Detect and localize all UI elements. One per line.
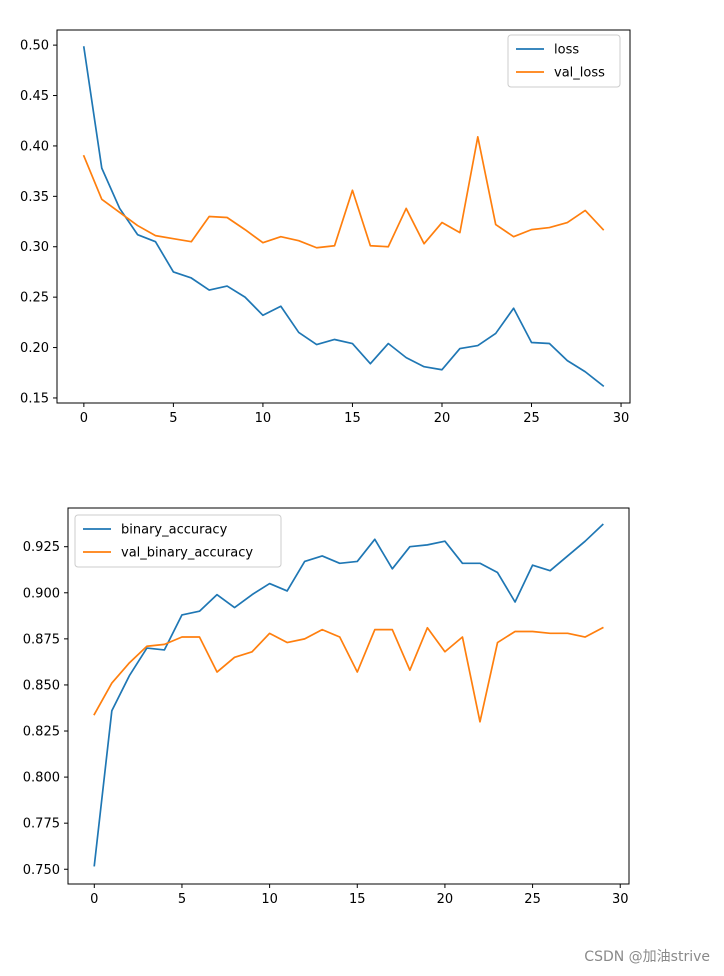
axes-frame: [56, 29, 631, 404]
legend-label-loss: loss: [554, 43, 579, 58]
y-tick-label: 0.20: [20, 341, 49, 356]
chart-2: 0 5 10 15 20 25 30 0.750 0.775 0.800 0.825 0.850 0.8…: [23, 507, 630, 907]
x-tick-label: 25: [523, 411, 540, 426]
legend-label-binary-accuracy: binary_accuracy: [121, 523, 228, 538]
y-tick-label: 0.15: [20, 391, 49, 406]
series-line-val-loss: [82, 136, 605, 249]
x-tick-label: 10: [261, 892, 278, 907]
legend-label-val-binary-accuracy: val_binary_accuracy: [121, 546, 253, 561]
chart-1: 0 5 10 15 20 25 30 0.15 0.20 0.25 0.30 0.35 0.40 0.45…: [20, 29, 631, 426]
y-tick-label: 0.25: [20, 291, 49, 306]
y-tick-label: 0.40: [20, 139, 49, 154]
x-tick-label: 20: [434, 411, 451, 426]
x-tick-label: 30: [613, 411, 630, 426]
x-tick-label: 15: [344, 411, 361, 426]
axes-frame: [67, 507, 630, 885]
y-tick-label: 0.775: [23, 817, 60, 832]
y-tick-label: 0.30: [20, 240, 49, 255]
y-tick-label: 0.50: [20, 39, 49, 54]
x-tick-label: 25: [524, 892, 541, 907]
y-tick-label: 0.750: [23, 863, 60, 878]
y-tick-label: 0.900: [23, 586, 60, 601]
x-tick-label: 20: [437, 892, 454, 907]
legend-box: [507, 34, 621, 88]
series-line-val-binary-accuracy: [93, 626, 604, 723]
x-tick-label: 0: [80, 411, 88, 426]
y-tick-label: 0.875: [23, 632, 60, 647]
x-tick-label: 30: [612, 892, 629, 907]
y-tick-label: 0.45: [20, 89, 49, 104]
series-line-binary-accuracy: [93, 523, 604, 867]
y-tick-label: 0.35: [20, 190, 49, 205]
series-line-loss: [82, 46, 605, 388]
y-tick-label: 0.800: [23, 771, 60, 786]
y-tick-label: 0.825: [23, 725, 60, 740]
x-tick-label: 5: [178, 892, 186, 907]
x-tick-label: 5: [169, 411, 177, 426]
legend-label-val-loss: val_loss: [554, 66, 605, 81]
x-tick-label: 15: [349, 892, 366, 907]
csdn-watermark: CSDN @加油strive: [584, 949, 710, 965]
legend: loss val_loss: [507, 34, 621, 88]
y-tick-label: 0.850: [23, 678, 60, 693]
legend: binary_accuracy val_binary_accuracy: [74, 514, 282, 568]
x-tick-label: 10: [255, 411, 272, 426]
legend-box: [74, 514, 282, 568]
x-tick-label: 0: [90, 892, 98, 907]
y-tick-label: 0.925: [23, 540, 60, 555]
